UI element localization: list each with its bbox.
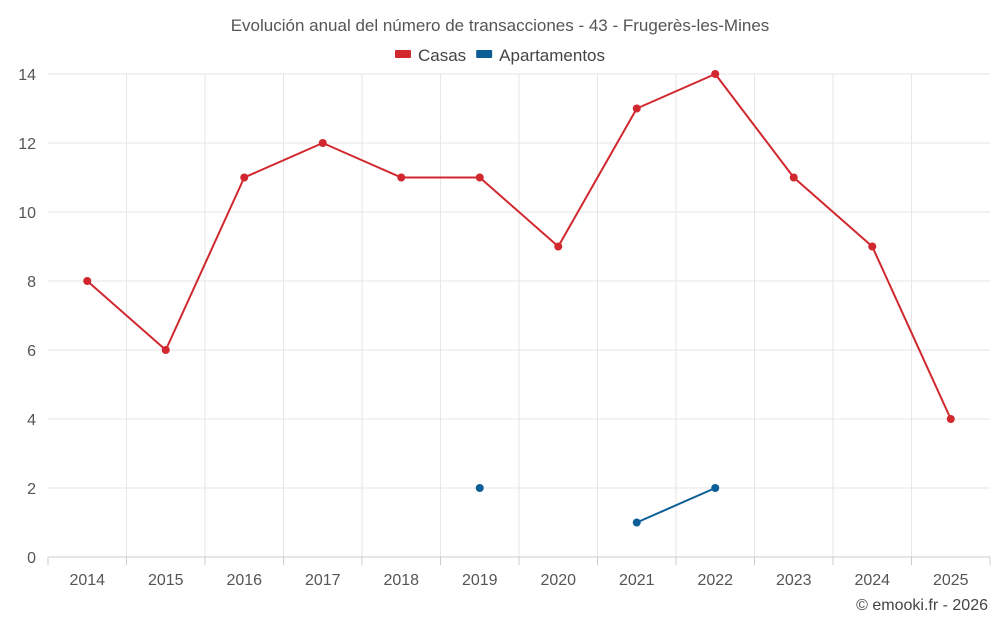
x-tick-label: 2017 — [305, 572, 341, 589]
data-point — [397, 173, 406, 182]
chart-title: Evolución anual del número de transaccio… — [231, 16, 770, 35]
x-tick-label: 2022 — [697, 572, 733, 589]
data-point — [240, 173, 249, 182]
data-point — [632, 104, 641, 113]
y-tick-label: 0 — [27, 550, 36, 567]
y-tick-label: 4 — [27, 412, 36, 429]
legend-label: Apartamentos — [499, 46, 605, 65]
x-tick-label: 2023 — [776, 572, 812, 589]
legend: Casas Apartamentos — [394, 46, 605, 65]
y-tick-label: 14 — [18, 67, 36, 84]
data-point — [475, 484, 484, 492]
series-apartamentos — [475, 484, 720, 527]
x-tick-label: 2014 — [69, 572, 105, 589]
data-point — [161, 346, 170, 354]
x-tick-label: 2025 — [933, 572, 969, 589]
x-tick-label: 2024 — [854, 572, 890, 589]
data-point — [711, 484, 720, 492]
data-point — [318, 139, 327, 147]
y-tick-label: 8 — [27, 274, 36, 291]
legend-swatch — [394, 50, 411, 58]
legend-swatch — [476, 50, 493, 58]
x-tick-label: 2019 — [462, 572, 498, 589]
data-point — [83, 277, 92, 285]
y-tick-label: 6 — [27, 343, 36, 360]
data-point — [711, 70, 720, 78]
x-tick-label: 2018 — [383, 572, 419, 589]
data-point — [475, 173, 484, 182]
x-tick-label: 2015 — [148, 572, 184, 589]
series-line — [86, 73, 952, 420]
series-group — [83, 70, 955, 527]
x-tick-label: 2016 — [226, 572, 262, 589]
data-point — [946, 415, 955, 423]
x-tick-label: 2020 — [540, 572, 576, 589]
data-point — [632, 518, 641, 527]
data-point — [868, 242, 877, 251]
y-tick-label: 2 — [27, 481, 36, 498]
grid — [48, 73, 990, 557]
axes: 0 2 4 6 8 10 12 14 2014 2015 2016 2017 2018 2019 2020 2… — [18, 67, 991, 589]
data-point — [554, 242, 563, 251]
credit-text: © emooki.fr - 2026 — [856, 597, 988, 614]
y-tick-label: 10 — [18, 205, 36, 222]
x-tick-label: 2021 — [619, 572, 655, 589]
series-casas — [83, 70, 955, 423]
y-tick-label: 12 — [18, 136, 36, 153]
legend-label: Casas — [418, 46, 466, 65]
series-line — [636, 487, 716, 524]
data-point — [789, 173, 798, 182]
